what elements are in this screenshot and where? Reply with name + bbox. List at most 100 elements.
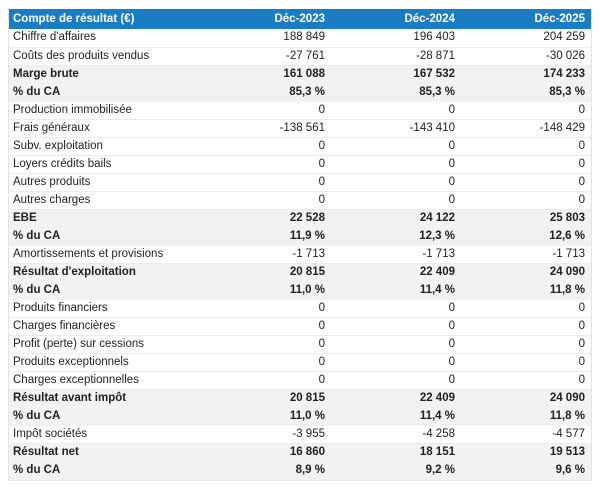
table-row: Frais généraux -138 561 -143 410 -148 429 [9,119,591,138]
row-label: Autres charges [9,191,201,210]
row-value: 0 [461,335,591,354]
row-value: 25 803 [461,209,591,228]
table-row: Production immobilisée 0 0 0 [9,101,591,120]
row-value: 12,3 % [331,227,461,246]
row-value: 0 [331,371,461,390]
row-value: 11,4 % [331,281,461,300]
row-label: Chiffre d'affaires [9,29,201,48]
row-value: 0 [461,191,591,210]
row-value: 0 [461,353,591,372]
row-value: 11,0 % [201,407,331,426]
table-row: Chiffre d'affaires 188 849 196 403 204 259 [9,29,591,48]
row-value: 0 [201,317,331,336]
row-value: 0 [201,371,331,390]
row-label: Amortissements et provisions [9,245,201,264]
row-label: Profit (perte) sur cessions [9,335,201,354]
row-value: 188 849 [201,29,331,48]
row-value: 9,2 % [331,461,461,480]
row-value: -30 026 [461,47,591,66]
table-row: Résultat avant impôt 20 815 22 409 24 090 [9,389,591,408]
row-value: 0 [331,317,461,336]
row-value: 0 [461,173,591,192]
row-label: % du CA [9,407,201,426]
row-value: -4 577 [461,425,591,444]
table-header: Compte de résultat (€) Déc-2023 Déc-2024… [9,9,591,29]
row-value: 0 [201,137,331,156]
row-value: 0 [461,155,591,174]
row-value: 20 815 [201,263,331,282]
row-value: 24 090 [461,389,591,408]
row-label: Subv. exploitation [9,137,201,156]
row-value: -148 429 [461,119,591,138]
row-value: 16 860 [201,443,331,462]
financial-table: Compte de résultat (€) Déc-2023 Déc-2024… [9,9,591,480]
row-value: 11,8 % [461,281,591,300]
row-value: 167 532 [331,65,461,84]
row-label: Charges exceptionnelles [9,371,201,390]
row-value: 161 088 [201,65,331,84]
row-value: 196 403 [331,29,461,48]
table-row: % du CA 11,0 % 11,4 % 11,8 % [9,407,591,426]
row-value: 0 [201,155,331,174]
row-value: 11,0 % [201,281,331,300]
row-label: Frais généraux [9,119,201,138]
table-row: Charges exceptionnelles 0 0 0 [9,371,591,390]
row-label: Résultat d'exploitation [9,263,201,282]
row-label: Résultat avant impôt [9,389,201,408]
row-label: Produits financiers [9,299,201,318]
table-row: Coûts des produits vendus -27 761 -28 871-… [9,47,591,66]
row-value: 0 [331,173,461,192]
table-row: Subv. exploitation 0 0 0 [9,137,591,156]
row-value: 24 122 [331,209,461,228]
row-value: 85,3 % [201,83,331,102]
row-value: 0 [461,101,591,120]
row-value: 0 [331,155,461,174]
row-value: 11,8 % [461,407,591,426]
row-value: 0 [201,101,331,120]
row-label: % du CA [9,227,201,246]
row-label: Autres produits [9,173,201,192]
row-value: 0 [331,191,461,210]
row-value: 0 [331,353,461,372]
table-row: % du CA 11,9 % 12,3 % 12,6 % [9,227,591,246]
row-value: 12,6 % [461,227,591,246]
row-label: Production immobilisée [9,101,201,120]
row-value: 11,4 % [331,407,461,426]
row-value: 24 090 [461,263,591,282]
table-row: Profit (perte) sur cessions 0 0 0 [9,335,591,354]
row-value: 22 409 [331,389,461,408]
row-label: Impôt sociétés [9,425,201,444]
table-row: Produits financiers 0 0 0 [9,299,591,318]
table-row: EBE 22 528 24 122 25 803 [9,209,591,228]
table-row: Charges financières 0 0 0 [9,317,591,336]
row-value: 0 [201,191,331,210]
header-col-dec-2025: Déc-2025 [461,9,591,29]
table-row: Résultat net 16 860 18 151 19 513 [9,443,591,462]
row-label: Marge brute [9,65,201,84]
row-label: Loyers crédits bails [9,155,201,174]
row-value: -143 410 [331,119,461,138]
row-label: % du CA [9,461,201,480]
row-value: -1 713 [201,245,331,264]
table-row: Résultat d'exploitation 20 815 22 409 24 09… [9,263,591,282]
row-value: 11,9 % [201,227,331,246]
header-col-dec-2024: Déc-2024 [331,9,461,29]
row-value: 204 259 [461,29,591,48]
row-value: 0 [461,137,591,156]
row-value: 22 409 [331,263,461,282]
row-label: Produits exceptionnels [9,353,201,372]
row-value: 0 [461,317,591,336]
row-value: 22 528 [201,209,331,228]
row-value: 19 513 [461,443,591,462]
row-value: 0 [201,335,331,354]
header-col-dec-2023: Déc-2023 [201,9,331,29]
table-body: Chiffre d'affaires 188 849 196 403 204 259 C… [9,29,591,480]
row-value: 85,3 % [331,83,461,102]
row-label: % du CA [9,83,201,102]
row-label: Coûts des produits vendus [9,47,201,66]
row-label: % du CA [9,281,201,300]
table-row: % du CA 8,9 % 9,2 % 9,6 % [9,461,591,480]
table-row: % du CA 11,0 % 11,4 % 11,8 % [9,281,591,300]
row-value: 0 [201,299,331,318]
table-row: Produits exceptionnels 0 0 0 [9,353,591,372]
